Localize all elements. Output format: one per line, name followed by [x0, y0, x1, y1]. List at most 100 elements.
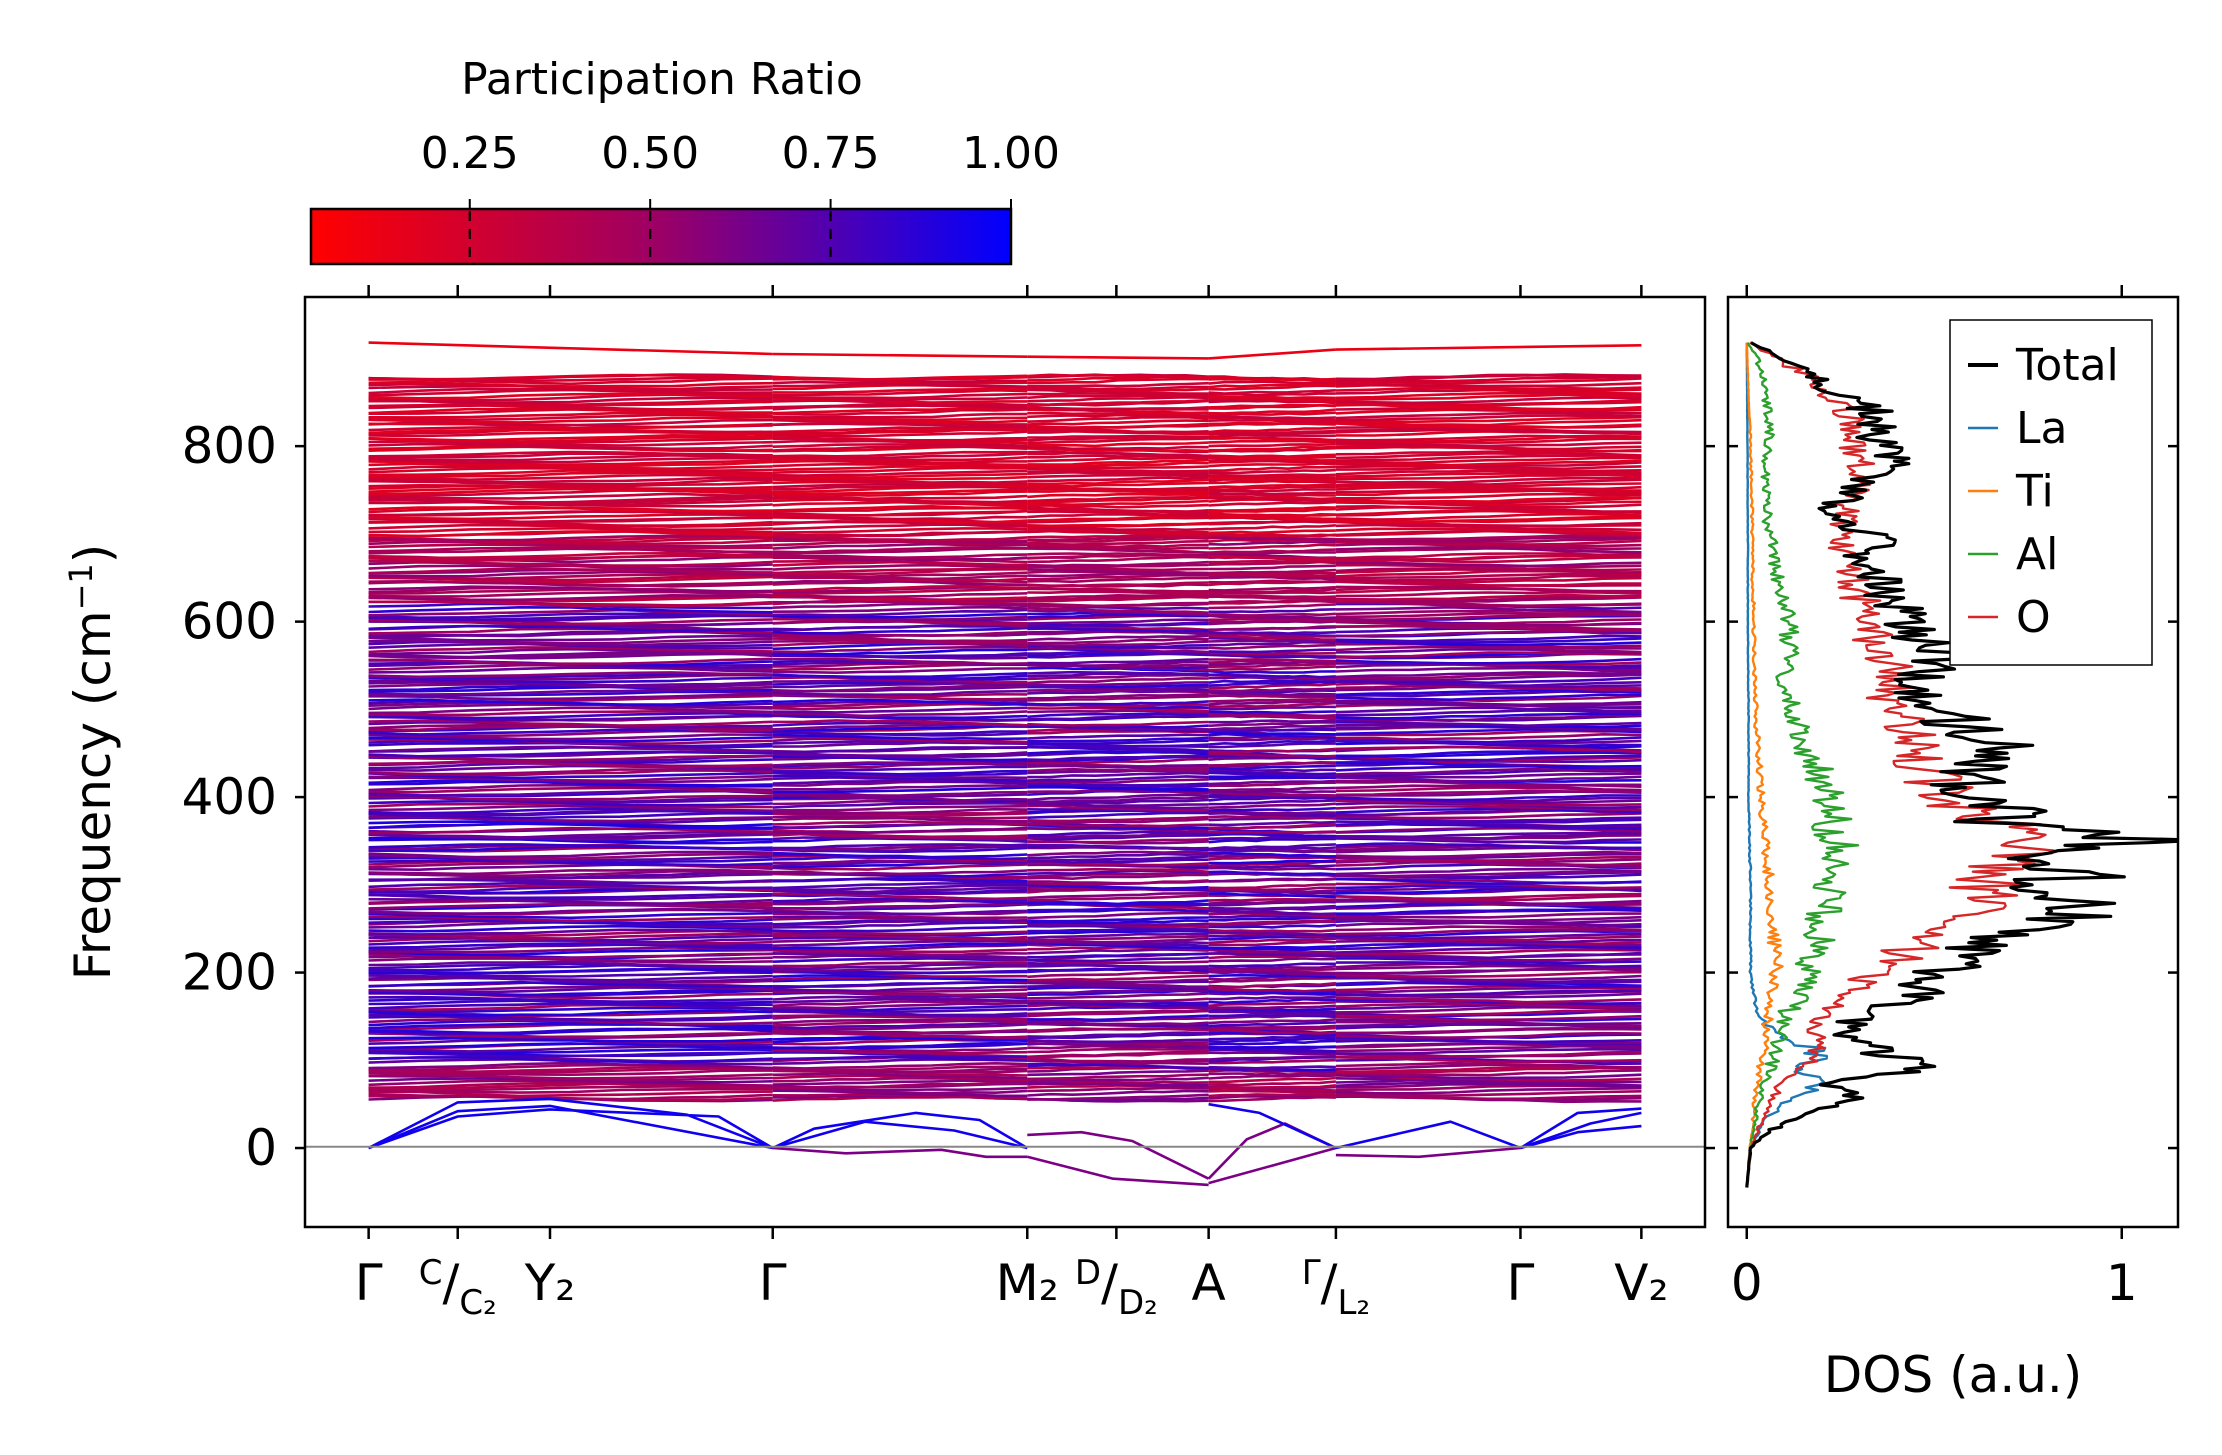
optical-band	[1335, 629, 1642, 638]
optical-band	[1335, 516, 1642, 524]
optical-band	[1335, 826, 1642, 834]
optical-band	[1208, 506, 1336, 513]
optical-band	[1027, 458, 1209, 466]
optical-band	[368, 942, 773, 949]
optical-band	[368, 706, 773, 715]
optical-band	[1027, 867, 1209, 874]
optical-band	[368, 618, 773, 626]
optical-band	[368, 693, 773, 701]
optical-band	[772, 418, 1028, 426]
optical-band	[1335, 932, 1642, 940]
optical-band	[1335, 1005, 1642, 1014]
optical-band	[1027, 533, 1209, 539]
optical-band	[368, 510, 773, 517]
optical-band	[1027, 427, 1209, 434]
optical-band	[1027, 801, 1209, 808]
optical-band	[772, 995, 1028, 1003]
optical-band	[772, 1055, 1028, 1062]
legend-label: Ti	[2015, 466, 2054, 517]
optical-band	[772, 634, 1028, 643]
optical-band	[1335, 613, 1642, 621]
optical-band	[1208, 940, 1336, 947]
optical-band	[1208, 919, 1336, 926]
optical-band	[772, 886, 1028, 894]
y-axis-label-base: Frequency (cm	[64, 610, 122, 980]
optical-band	[1335, 399, 1642, 407]
optical-band	[1208, 860, 1336, 868]
optical-band	[1027, 967, 1209, 973]
optical-band	[1208, 395, 1336, 400]
optical-band	[1208, 832, 1336, 839]
optical-band	[1208, 1093, 1336, 1098]
optical-band	[1208, 579, 1336, 584]
optical-band	[368, 442, 773, 451]
optical-band	[1208, 462, 1336, 468]
optical-band	[1208, 1045, 1336, 1050]
optical-band	[1208, 701, 1336, 708]
optical-band	[772, 845, 1028, 853]
optical-band	[1208, 599, 1336, 604]
optical-band	[772, 884, 1028, 892]
optical-band	[368, 946, 773, 954]
optical-band	[772, 774, 1028, 782]
optical-band	[1335, 1090, 1642, 1097]
optical-band	[772, 794, 1028, 802]
optical-band	[1208, 673, 1336, 679]
optical-band	[1027, 981, 1209, 989]
optical-band	[1027, 465, 1209, 470]
optical-band	[1335, 534, 1642, 542]
optical-band	[368, 605, 773, 614]
optical-band	[368, 608, 773, 617]
optical-band	[1027, 1014, 1209, 1022]
optical-band	[1208, 630, 1336, 635]
optical-band	[368, 411, 773, 419]
y-tick-label: 400	[182, 768, 277, 826]
optical-band	[368, 804, 773, 812]
optical-band	[1335, 970, 1642, 978]
optical-band	[772, 751, 1028, 758]
acoustic-branch	[1335, 1120, 1521, 1150]
x-tick-label-part: /	[1321, 1254, 1338, 1312]
optical-band	[368, 456, 773, 464]
optical-band	[1208, 408, 1337, 415]
optical-band	[772, 902, 1028, 910]
optical-band	[1208, 1071, 1336, 1076]
optical-band	[1335, 1050, 1642, 1059]
x-tick-label-part: /	[1101, 1254, 1118, 1312]
optical-band	[1208, 634, 1336, 641]
optical-band	[368, 679, 773, 687]
optical-band	[772, 406, 1028, 415]
optical-band	[368, 579, 773, 588]
optical-band	[368, 736, 773, 743]
optical-band	[772, 1018, 1028, 1025]
optical-band	[1027, 763, 1209, 769]
optical-band	[1335, 754, 1642, 762]
optical-band	[772, 961, 1028, 968]
optical-band	[1027, 560, 1209, 568]
optical-band	[368, 634, 773, 642]
optical-band	[1208, 1028, 1336, 1035]
optical-band	[1335, 712, 1642, 720]
optical-band	[772, 733, 1028, 741]
optical-band	[772, 426, 1028, 434]
optical-band	[772, 929, 1028, 936]
optical-band	[772, 1021, 1028, 1030]
optical-band	[1208, 731, 1336, 736]
optical-band	[1208, 445, 1336, 452]
optical-band	[1027, 956, 1209, 963]
optical-band	[1027, 377, 1209, 385]
optical-band	[772, 746, 1028, 754]
optical-band	[772, 684, 1028, 693]
x-tick-label: Y₂	[524, 1254, 576, 1312]
optical-band	[1027, 1047, 1209, 1054]
optical-band	[1027, 822, 1209, 828]
optical-band	[1335, 789, 1642, 797]
optical-band	[1208, 705, 1336, 711]
optical-band	[1208, 1001, 1336, 1008]
optical-band	[1027, 499, 1209, 507]
optical-band	[772, 1064, 1028, 1072]
optical-band	[368, 1042, 773, 1050]
optical-band	[772, 1089, 1028, 1098]
optical-band	[1027, 496, 1209, 505]
optical-band	[1335, 779, 1642, 787]
